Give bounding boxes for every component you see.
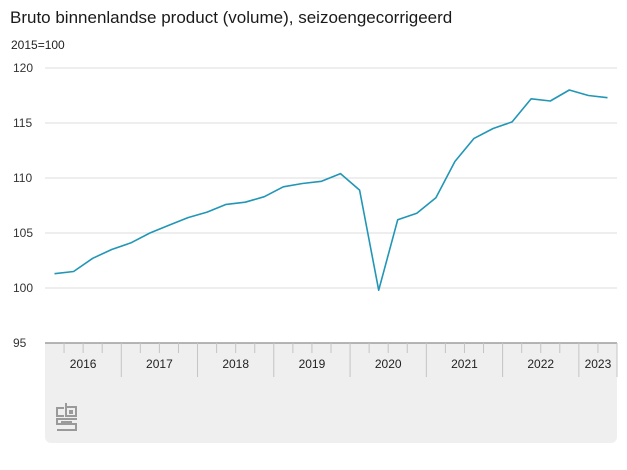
x-tick-label: 2022 bbox=[527, 357, 554, 371]
x-axis: 2016 2017 2018 2019 2020 2021 2022 2023 bbox=[45, 342, 618, 377]
x-tick-label: 2023 bbox=[585, 357, 612, 371]
x-tick-label: 2021 bbox=[451, 357, 478, 371]
y-tick-label: 110 bbox=[13, 171, 32, 185]
x-axis-panel bbox=[45, 343, 617, 443]
x-tick-label: 2017 bbox=[146, 357, 173, 371]
y-tick-label: 95 bbox=[13, 336, 27, 350]
cbs-logo-icon bbox=[56, 402, 78, 432]
y-tick-label: 115 bbox=[13, 116, 32, 130]
y-tick-label: 120 bbox=[13, 61, 33, 75]
chart-title: Bruto binnenlandse product (volume), sei… bbox=[10, 8, 453, 27]
x-tick-label: 2018 bbox=[222, 357, 249, 371]
series-layer bbox=[54, 89, 608, 292]
y-axis-unit-label: 2015=100 bbox=[11, 38, 65, 52]
series-line bbox=[54, 89, 608, 292]
y-axis-ticks: 95 100 105 110 115 120 bbox=[13, 61, 33, 350]
x-tick-label: 2019 bbox=[299, 357, 326, 371]
x-tick-label: 2020 bbox=[375, 357, 402, 371]
y-tick-label: 100 bbox=[13, 281, 33, 295]
y-tick-label: 105 bbox=[13, 226, 33, 240]
x-tick-label: 2016 bbox=[70, 357, 97, 371]
